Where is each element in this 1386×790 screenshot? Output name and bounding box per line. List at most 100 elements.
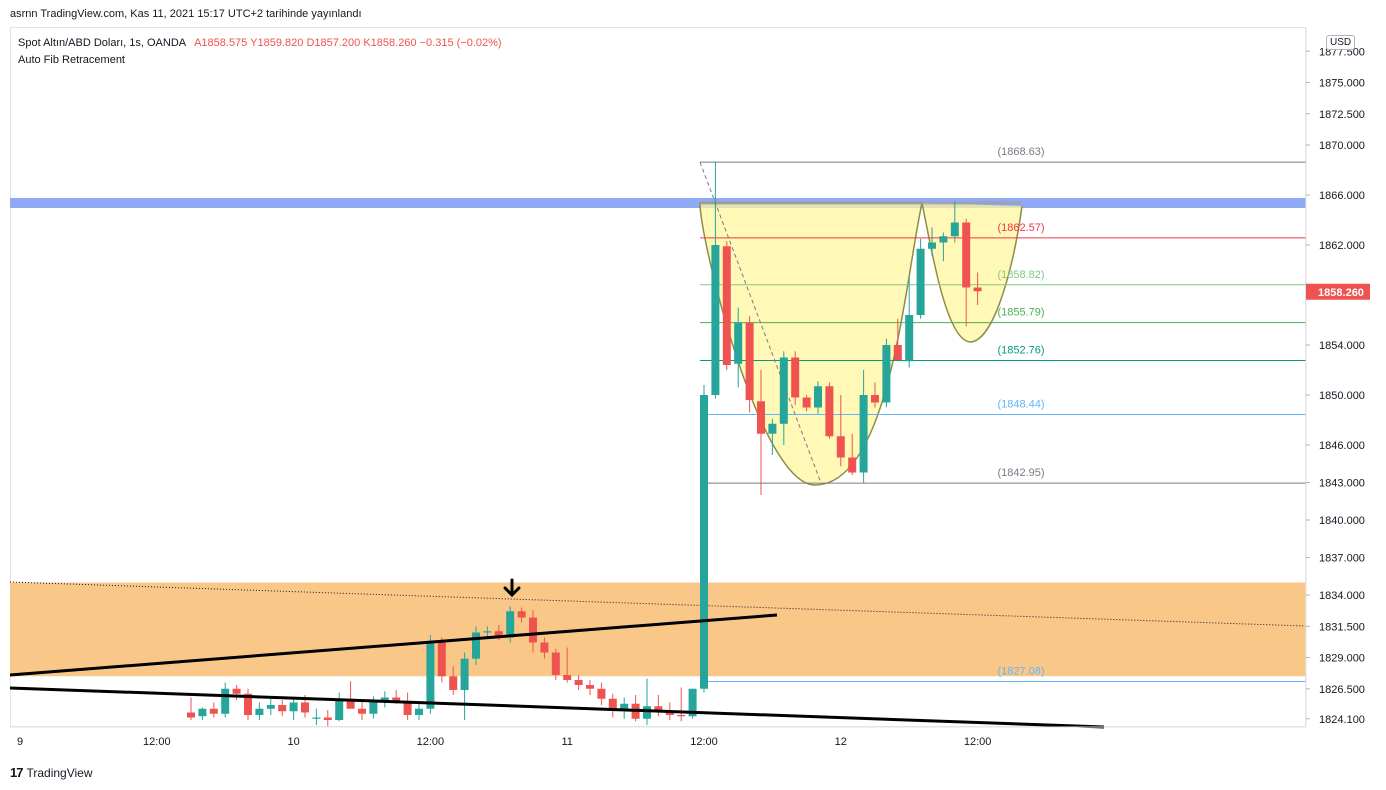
candle-up	[916, 248, 925, 315]
symbol-label[interactable]: Spot Altın/ABD Doları, 1s, OANDA	[18, 37, 186, 49]
candle-up	[643, 706, 651, 719]
candle-up	[460, 658, 469, 690]
candle-up	[369, 701, 378, 714]
candle-up	[905, 315, 914, 362]
fib-level-label: (1862.57)	[997, 222, 1044, 234]
current-price-badge	[1306, 283, 1370, 300]
candle-down	[392, 697, 401, 702]
candle-up	[620, 703, 629, 709]
candle-up	[335, 700, 344, 720]
candle-up	[688, 688, 697, 717]
time-tick-label: 10	[287, 736, 299, 748]
candle-up	[221, 688, 230, 714]
candle-up	[312, 717, 321, 719]
candle-up	[859, 395, 868, 473]
candle-down	[825, 386, 834, 437]
candle-up	[768, 423, 777, 434]
price-tick-label: 1840.000	[1319, 515, 1365, 527]
candle-up	[928, 242, 936, 249]
candle-down	[722, 246, 731, 365]
low-value: D1857.200	[306, 37, 361, 49]
candle-down	[574, 680, 583, 685]
candle-up	[700, 395, 708, 689]
candle-down	[278, 705, 287, 712]
candle-down	[586, 685, 594, 689]
candle-up	[426, 642, 435, 709]
candle-down	[836, 436, 845, 458]
current-price-label: 1858.260	[1318, 287, 1364, 299]
candle-down	[244, 693, 252, 715]
fib-level-label: (1842.95)	[997, 467, 1044, 479]
time-tick-label: 12:00	[417, 736, 445, 748]
chart-legend: Spot Altın/ABD Doları, 1s, OANDA A1858.5…	[18, 35, 502, 69]
price-tick-label: 1870.000	[1319, 140, 1365, 152]
candle-down	[973, 287, 982, 292]
time-tick-label: 12:00	[964, 736, 992, 748]
fib-trend-line	[699, 161, 822, 484]
high-value: Y1859.820	[250, 37, 304, 49]
candle-down	[893, 345, 902, 360]
publish-caption: asrnn TradingView.com, Kas 11, 2021 15:1…	[10, 8, 362, 20]
fib-level-label: (1852.76)	[997, 345, 1044, 357]
footer-brand: 17 TradingView	[10, 765, 93, 780]
price-tick-label: 1862.000	[1319, 240, 1365, 252]
candle-down	[540, 642, 549, 653]
candle-down	[745, 322, 754, 400]
fib-level-label: (1848.44)	[997, 399, 1044, 411]
candle-up	[734, 322, 743, 364]
cup-shape	[699, 202, 923, 486]
price-tick-label: 1850.000	[1319, 390, 1365, 402]
candle-down	[437, 642, 446, 677]
time-tick-label: 12:00	[690, 736, 718, 748]
close-value: K1858.260	[363, 37, 417, 49]
candle-down	[187, 712, 195, 718]
down-arrow-icon	[503, 578, 521, 598]
candle-down	[403, 701, 412, 715]
candle-down	[449, 676, 458, 690]
candle-down	[551, 652, 560, 675]
currency-badge[interactable]: USD	[1326, 35, 1356, 50]
price-tick-label: 1829.000	[1319, 653, 1365, 665]
ascending-trend-line	[9, 613, 778, 677]
resistance-zone	[10, 198, 1306, 208]
time-tick-label: 12	[835, 736, 847, 748]
candle-down	[848, 457, 857, 473]
candle-down	[791, 357, 800, 398]
price-tick-label: 1843.000	[1319, 478, 1365, 490]
fib-level-label: (1868.63)	[997, 146, 1044, 158]
candle-down	[665, 712, 674, 715]
candle-up	[711, 245, 720, 395]
candle-up	[506, 611, 515, 638]
candle-down	[871, 395, 879, 403]
candle-down	[563, 675, 572, 680]
tradingview-brand: TradingView	[26, 765, 93, 780]
candle-down	[232, 688, 241, 694]
support-zone	[10, 582, 1306, 677]
candle-down	[323, 717, 332, 720]
fib-level-label: (1858.82)	[997, 269, 1044, 281]
candle-up	[255, 708, 264, 715]
candle-down	[517, 611, 526, 618]
price-tick-label: 1831.500	[1319, 621, 1365, 633]
price-tick-label: 1866.000	[1319, 190, 1365, 202]
candle-down	[529, 617, 537, 643]
candle-up	[266, 705, 275, 709]
candle-up	[950, 222, 959, 237]
candle-up	[814, 386, 822, 408]
open-value: A1858.575	[194, 37, 248, 49]
candle-down	[346, 700, 355, 709]
candle-down	[209, 708, 218, 714]
candle-down	[677, 715, 686, 717]
descending-trend-line	[9, 686, 1105, 729]
price-tick-label: 1826.500	[1319, 684, 1365, 696]
indicator-label[interactable]: Auto Fib Retracement	[18, 54, 125, 66]
candle-up	[472, 632, 480, 659]
candle-down	[802, 397, 811, 408]
tradingview-logo-icon: 17	[10, 765, 24, 780]
candle-up	[289, 702, 298, 712]
price-tick-label: 1834.000	[1319, 590, 1365, 602]
candle-up	[483, 631, 492, 633]
price-tick-label: 1837.000	[1319, 553, 1365, 565]
candle-down	[301, 702, 309, 713]
